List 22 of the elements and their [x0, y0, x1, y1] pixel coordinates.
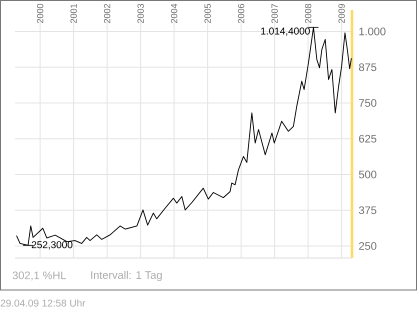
- text: Intervall: 1 Tag: [91, 270, 162, 282]
- y-tick-label: 625: [359, 134, 376, 143]
- x-tick-label: 2001: [70, 4, 77, 24]
- x-tick-label: 2005: [204, 4, 211, 24]
- annotation: 1.014,4000: [261, 28, 310, 36]
- x-tick-label: 2007: [271, 4, 278, 24]
- x-tick-label: 2004: [170, 4, 178, 24]
- x-tick-label: 2000: [36, 4, 44, 24]
- x-tick-label: 2003: [137, 4, 144, 24]
- annotation: 252,3000: [32, 241, 72, 250]
- x-tick-label: 2002: [104, 4, 110, 24]
- x-tick-label: 2006: [238, 4, 244, 24]
- y-tick-label: 500: [358, 170, 376, 178]
- y-tick-label: 750: [359, 99, 376, 107]
- y-tick-label: 875: [358, 63, 376, 72]
- text: 29.04.09 12:58 Uhr: [0, 299, 86, 307]
- y-tick-label: 250: [359, 242, 376, 250]
- y-tick-label: 1.000: [359, 28, 386, 36]
- x-tick-label: 2008: [304, 4, 312, 24]
- y-tick-label: 375: [358, 206, 376, 214]
- text: 302,1 %HL: [12, 271, 66, 281]
- x-tick-label: 2009: [338, 4, 345, 24]
